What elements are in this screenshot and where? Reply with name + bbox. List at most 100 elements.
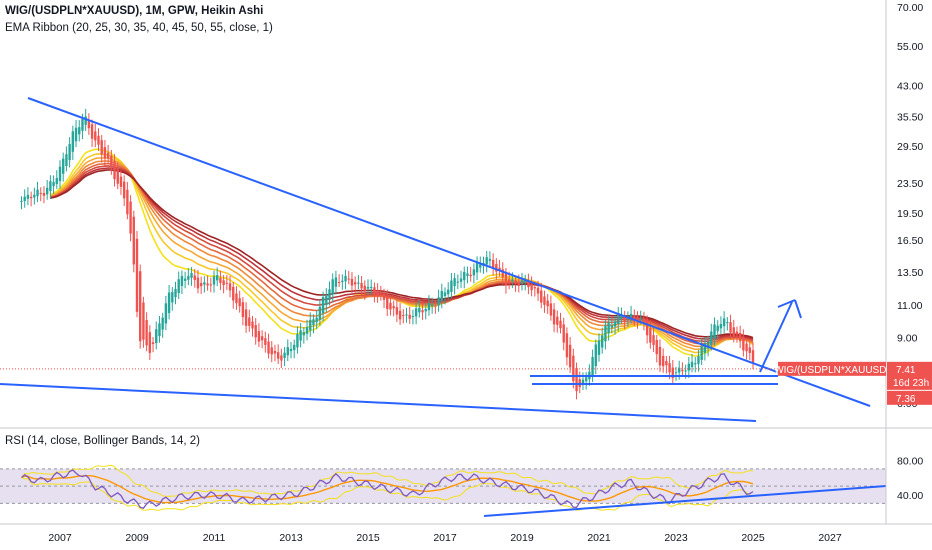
candle-body [536,287,540,294]
candle-body [135,238,139,312]
candle-body [434,305,437,307]
candle-body [633,316,636,319]
candle-body [690,361,694,368]
candle-body [232,286,235,301]
candle-body [607,322,610,334]
breakout-arrow-head-left[interactable] [777,299,796,308]
candle-body [347,278,350,280]
candle-body [151,342,155,345]
candle-body [697,356,700,364]
candle-body [302,332,306,336]
candle-body [389,302,392,310]
candle-body [533,287,537,289]
candle-body [472,269,476,276]
breakout-arrow-shaft[interactable] [759,301,793,373]
y-tick-label: 70.00 [897,2,923,14]
candle-body [90,124,94,139]
y-tick-label: 9.00 [897,333,918,345]
candle-body [183,278,187,281]
candle-body [193,275,196,280]
candle-body [738,332,742,342]
candle-body [392,306,395,309]
rsi-bollinger-upper [21,464,754,497]
candle-body [145,319,148,346]
candle-body [527,280,530,288]
candle-body [684,370,687,372]
candle-body [594,344,597,366]
candle-body [373,287,376,295]
candle-body [20,200,23,202]
rsi-bollinger-lower [21,477,754,511]
candle-body [424,308,427,312]
candle-body [681,370,684,372]
candle-body [318,306,322,320]
symbol-tag-label: WIG/(USDPLN*XAUUSD) [774,365,890,376]
candle-body [495,263,498,272]
candle-body [353,282,357,285]
candle-body [498,267,501,271]
upper-trendline[interactable] [27,97,871,407]
candle-body [398,310,402,320]
rsi-ma-line [21,475,754,504]
breakout-arrow-head-right[interactable] [794,299,802,319]
candle-body [597,340,601,355]
candle-body [171,292,174,303]
candle-body [517,281,520,286]
candle-body [164,303,168,324]
candle-body [411,316,415,318]
candle-body [55,178,58,184]
candle-body [286,347,289,356]
candle-body [23,196,26,201]
candle-body [62,158,65,174]
candle-body [331,279,334,295]
x-tick-label: 2011 [203,532,226,544]
candle-body [235,293,238,304]
candle-body [742,337,745,351]
candle-body [158,323,161,336]
candle-body [652,335,655,345]
last-price-value: 7.41 [896,365,916,376]
candle-body [642,318,646,324]
bar-countdown: 16d 23h [893,378,929,389]
candle-body [177,279,180,294]
candle-body [360,282,363,289]
candle-body [485,257,488,265]
candle-body [321,297,325,314]
y-tick-label: 19.50 [897,208,923,220]
candle-body [552,309,556,325]
y-tick-label: 11.00 [897,300,923,312]
candle-body [450,280,453,292]
candle-body [543,296,546,305]
rsi-tick-label: 40.00 [897,490,923,502]
candle-body [402,315,405,317]
candle-body [219,277,222,283]
candle-body [601,335,604,348]
candle-body [45,187,49,195]
candle-body [363,285,366,292]
candle-body [447,289,450,295]
candle-body [713,324,716,339]
candle-body [203,282,206,285]
candle-body [719,324,723,329]
candle-body [283,352,286,358]
candle-body [613,321,617,327]
candle-body [479,264,482,268]
candle-body [341,280,344,283]
rsi-trendline[interactable] [483,485,887,517]
candle-body [665,360,668,366]
candle-body [328,289,331,300]
candle-body [440,290,443,302]
x-tick-label: 2021 [587,532,611,544]
lower-trendline[interactable] [0,383,757,422]
candle-body [216,275,219,281]
candle-body [257,331,261,342]
candle-body [722,318,726,327]
candle-body [334,277,338,287]
candle-body [453,278,456,287]
candle-body [113,161,116,180]
candle-body [254,324,257,338]
candle-body [475,262,479,273]
candle-body [514,280,517,284]
candle-body [748,347,751,353]
